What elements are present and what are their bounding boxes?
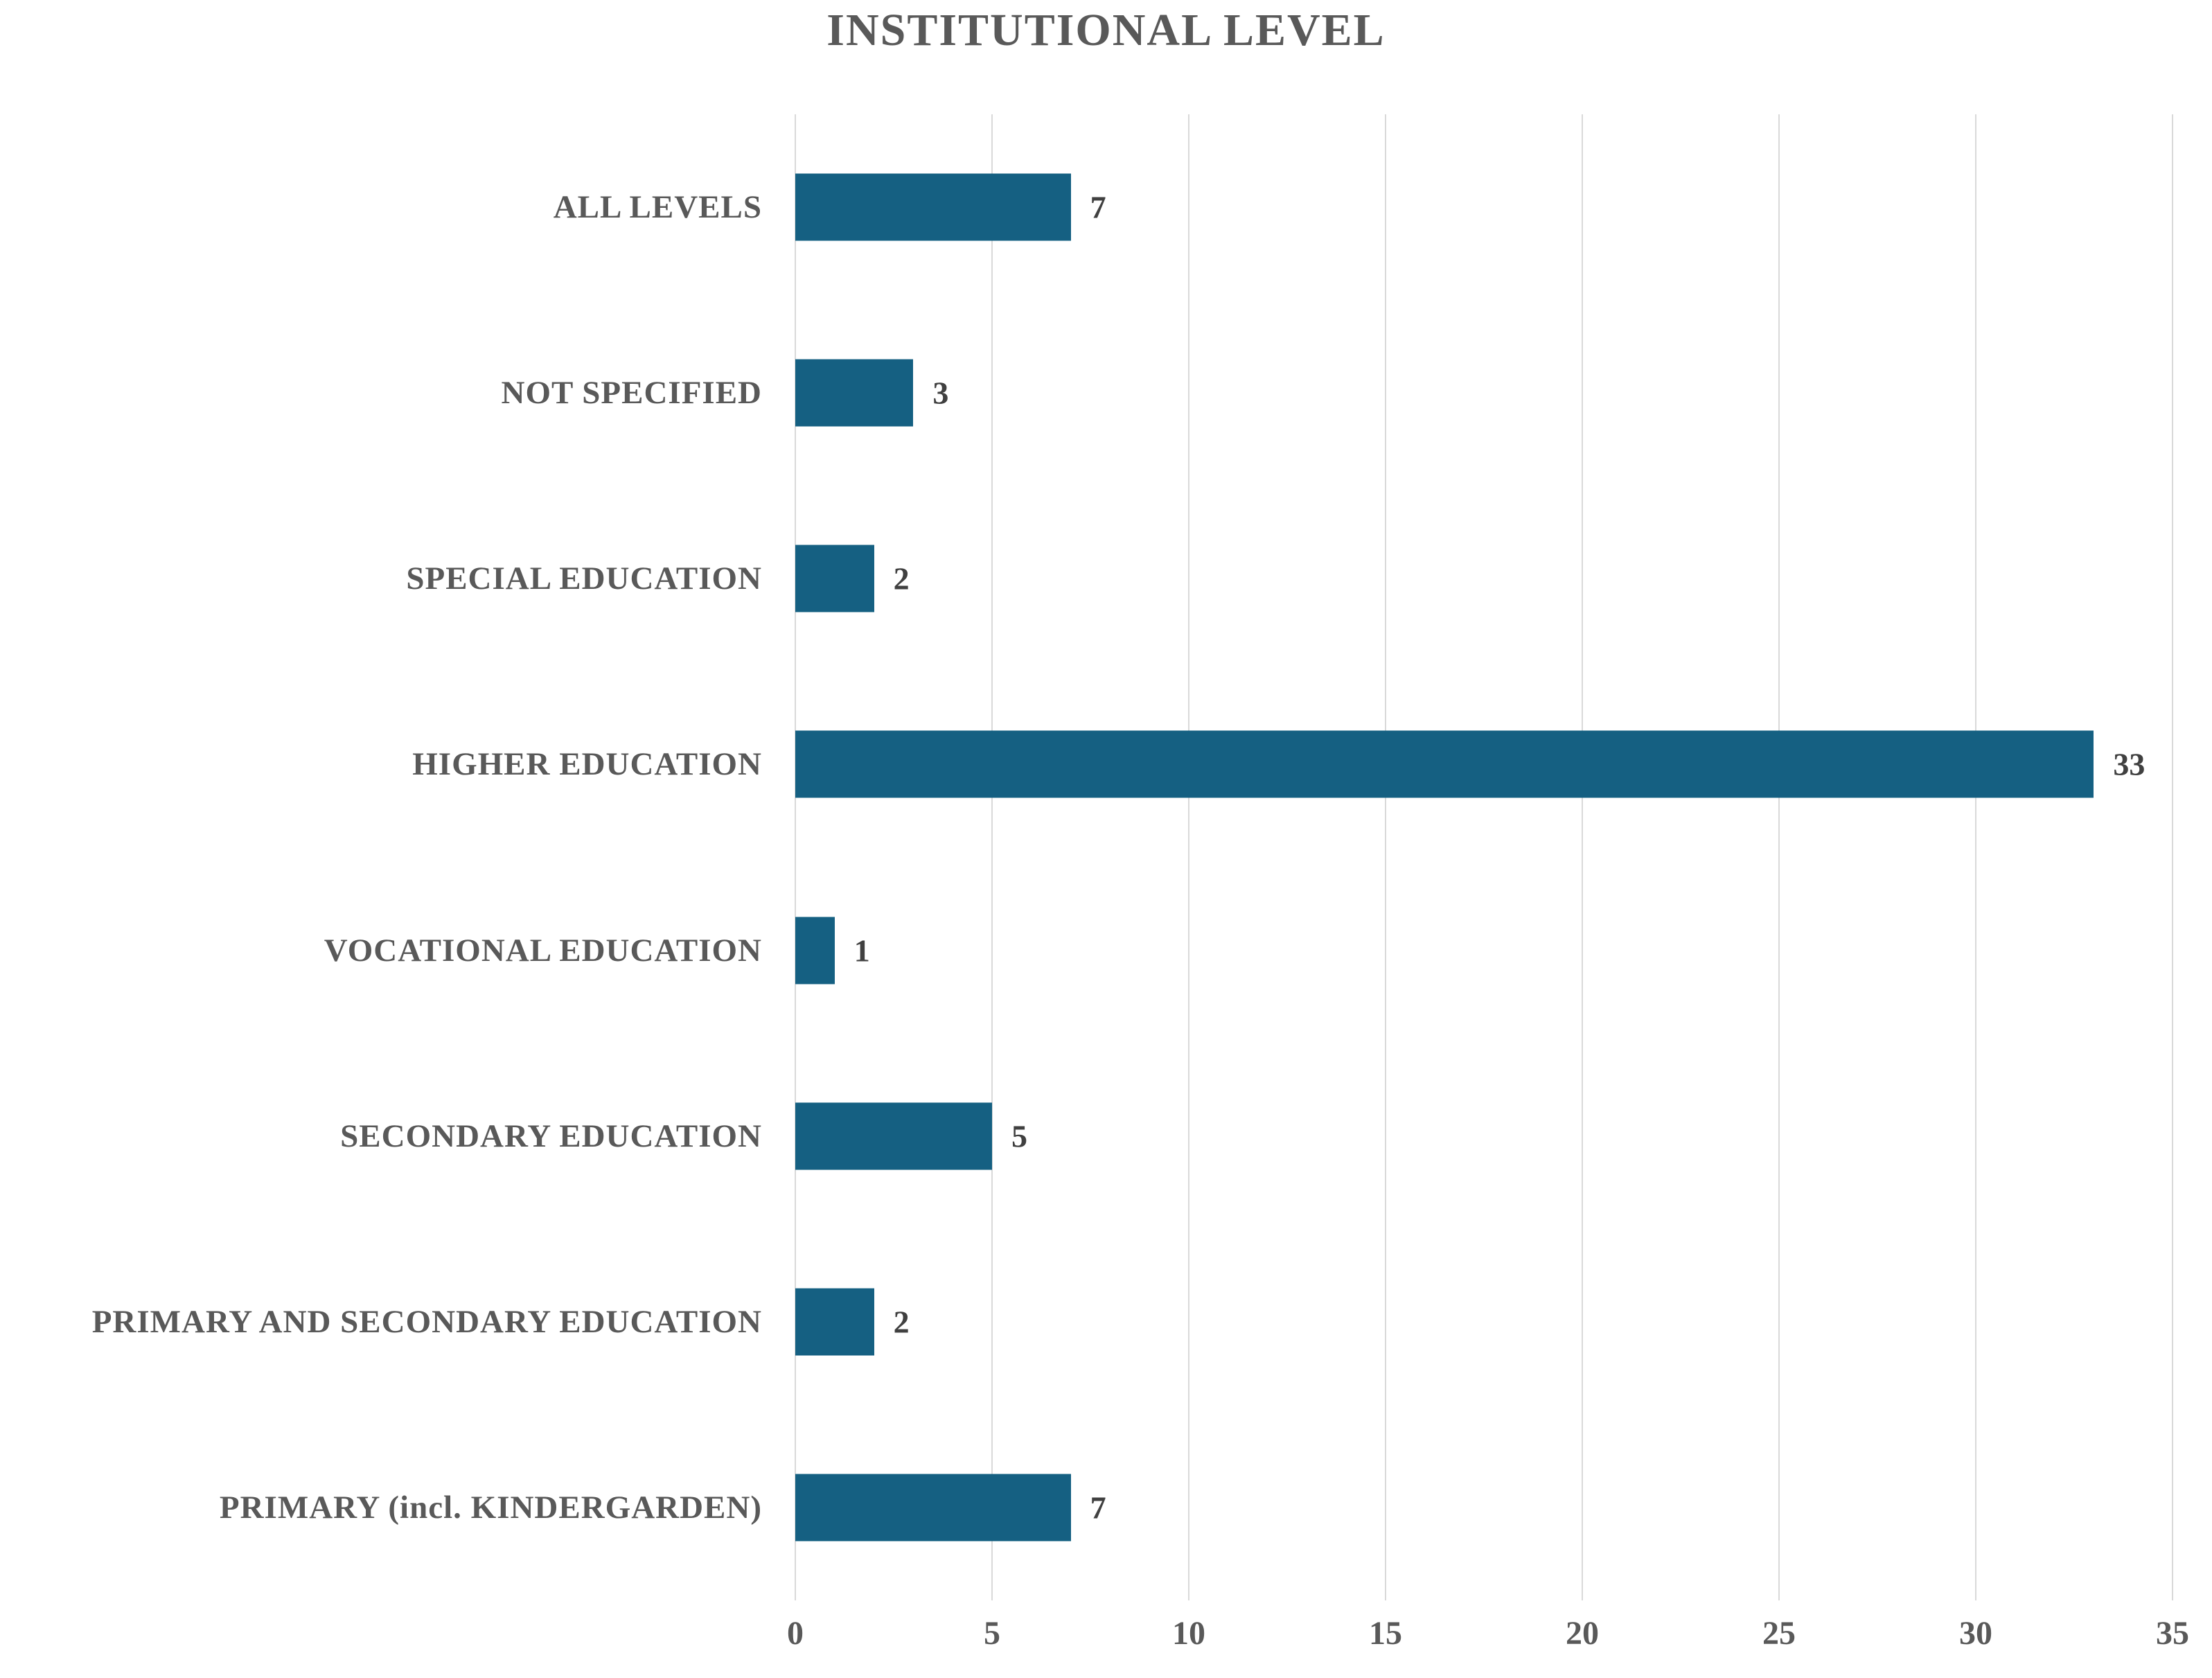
gridline <box>1975 114 1976 1600</box>
category-label: VOCATIONAL EDUCATION <box>324 932 762 969</box>
value-label: 5 <box>1011 1118 1027 1154</box>
value-label: 1 <box>853 933 870 969</box>
x-axis: 0 5 10 15 20 25 30 35 <box>0 1614 2212 1663</box>
x-tick-label: 35 <box>2156 1615 2189 1652</box>
bar <box>795 359 914 427</box>
gridline <box>991 114 993 1600</box>
category-label: SPECIAL EDUCATION <box>406 560 762 597</box>
value-label: 7 <box>1090 1490 1106 1526</box>
bar <box>795 1474 1071 1542</box>
category-label: PRIMARY AND SECONDARY EDUCATION <box>91 1303 762 1340</box>
gridline <box>1385 114 1386 1600</box>
gridline <box>1582 114 1583 1600</box>
category-label: NOT SPECIFIED <box>501 375 762 412</box>
bar <box>795 545 874 612</box>
value-label: 7 <box>1090 189 1106 225</box>
value-label: 2 <box>893 1304 910 1340</box>
category-label: PRIMARY (incl. KINDERGARDEN) <box>219 1489 762 1526</box>
bar <box>795 917 835 984</box>
gridline <box>2172 114 2173 1600</box>
gridline <box>795 114 796 1600</box>
value-label: 33 <box>2113 746 2145 782</box>
value-label: 2 <box>893 560 910 597</box>
x-tick-label: 10 <box>1172 1615 1205 1652</box>
bar <box>795 1288 874 1356</box>
chart-title: INSTITUTIONAL LEVEL <box>826 5 1386 55</box>
category-label: ALL LEVELS <box>553 189 762 226</box>
gridline <box>1188 114 1189 1600</box>
bar <box>795 730 2094 798</box>
x-tick-label: 0 <box>787 1615 804 1652</box>
value-label: 3 <box>932 375 949 411</box>
x-tick-label: 20 <box>1566 1615 1599 1652</box>
category-label: HIGHER EDUCATION <box>412 746 762 783</box>
category-label: SECONDARY EDUCATION <box>340 1118 762 1154</box>
bar <box>795 1102 992 1170</box>
gridline <box>1778 114 1780 1600</box>
x-tick-label: 5 <box>984 1615 1000 1652</box>
x-tick-label: 30 <box>1959 1615 1992 1652</box>
plot-area: ALL LEVELS 7 NOT SPECIFIED 3 SPECIAL EDUCATI… <box>0 114 2212 1600</box>
x-tick-label: 15 <box>1369 1615 1402 1652</box>
bar <box>795 173 1071 241</box>
x-tick-label: 25 <box>1762 1615 1796 1652</box>
